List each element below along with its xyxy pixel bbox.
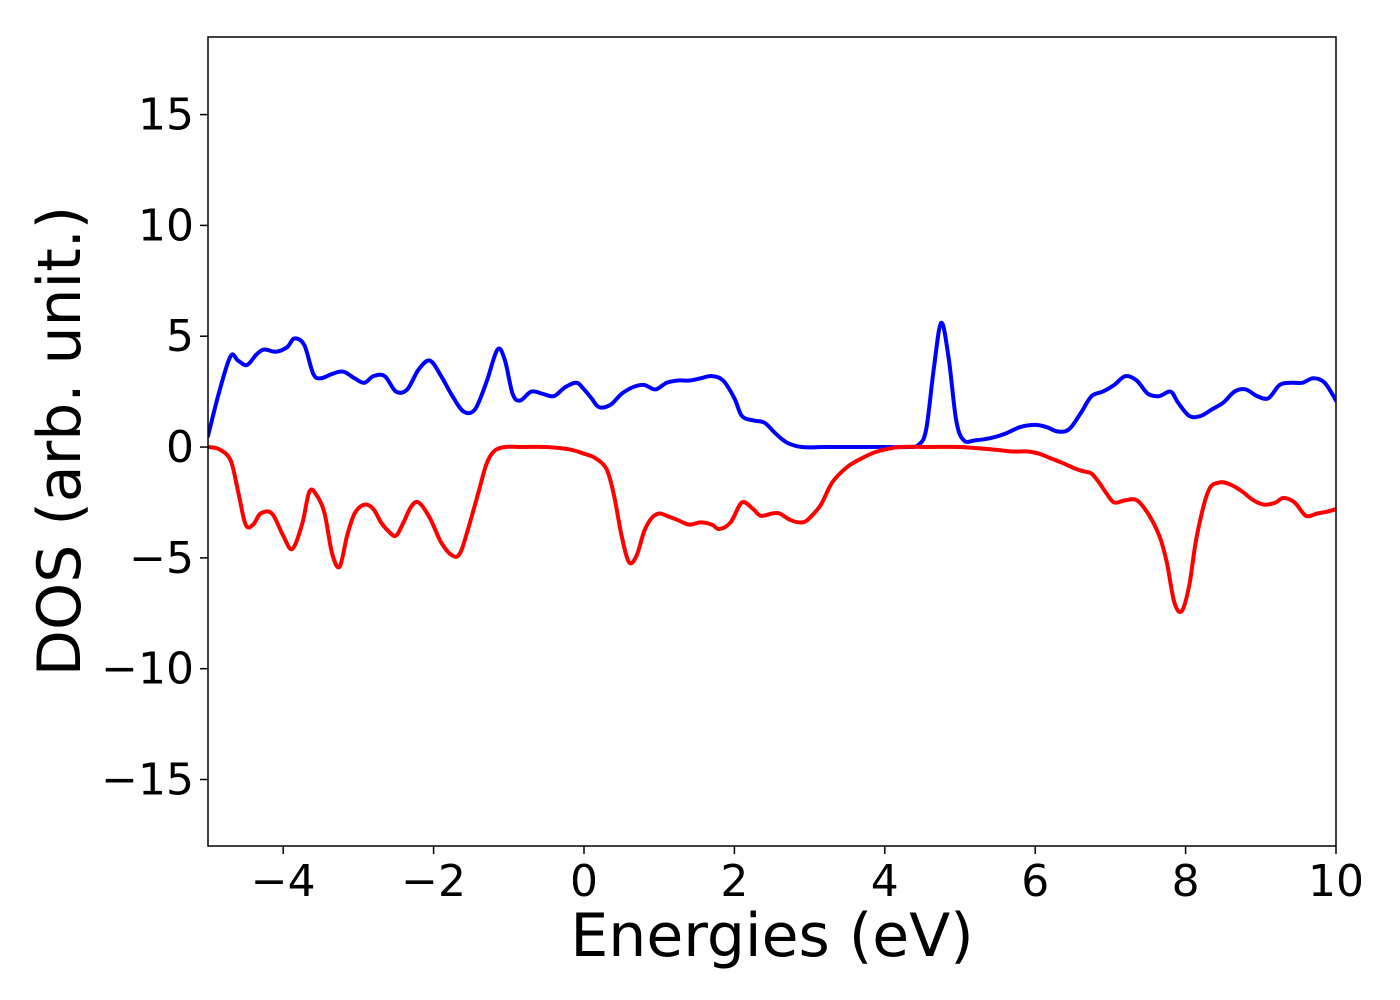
x-tick-label: 8	[1172, 856, 1200, 907]
x-tick-label: 10	[1308, 856, 1364, 907]
x-tick-label: 4	[871, 856, 899, 907]
x-tick-label: −4	[251, 856, 316, 907]
series-layer	[208, 320, 1336, 615]
y-axis-ticks: −15 −10 −5 0 5 10 15	[101, 90, 208, 806]
x-axis-ticks: −4 −2 0 2 4 6 8 10	[251, 846, 1364, 907]
y-tick-label: −5	[129, 533, 194, 584]
y-tick-label: 0	[166, 422, 194, 473]
y-tick-label: −10	[101, 644, 194, 695]
plot-frame	[207, 36, 1337, 847]
y-tick-label: −15	[101, 755, 194, 806]
x-axis-label: Energies (eV)	[570, 901, 973, 971]
x-tick-label: 6	[1021, 856, 1049, 907]
x-tick-label: −2	[401, 856, 466, 907]
y-tick-label: 15	[138, 90, 194, 141]
y-axis-label: DOS (arb. unit.)	[25, 206, 95, 676]
y-tick-label: 5	[166, 311, 194, 362]
y-tick-label: 10	[138, 200, 194, 251]
x-tick-label: 2	[720, 856, 748, 907]
x-tick-label: 0	[570, 856, 598, 907]
series-line-2	[208, 444, 1336, 615]
series-line-1	[208, 320, 1336, 450]
